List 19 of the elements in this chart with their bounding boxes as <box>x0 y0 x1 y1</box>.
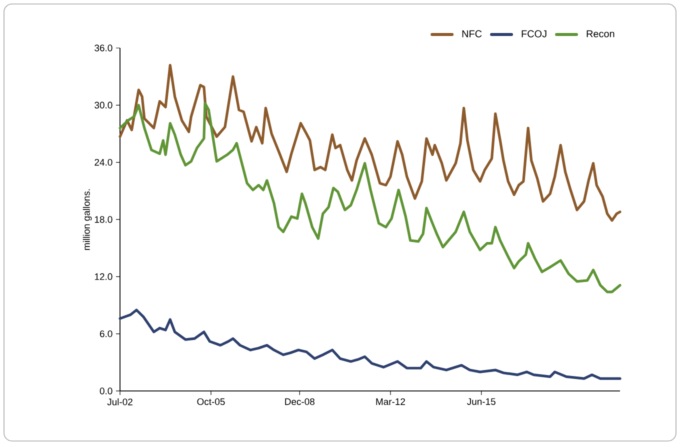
y-tick-label: 18.0 <box>94 216 112 223</box>
y-tick-label: 30.0 <box>94 102 112 109</box>
x-tick-label: Jul-02 <box>107 398 132 406</box>
x-tick-label: Mar-12 <box>376 398 405 406</box>
line-series <box>118 308 622 380</box>
x-tick-label: Dec-08 <box>285 398 314 406</box>
x-tick-label: Jun-15 <box>467 398 496 405</box>
y-tick-label: 12.0 <box>94 273 112 280</box>
legend-label: FCOJ <box>522 30 546 38</box>
y-tick-label: 36.0 <box>94 44 112 52</box>
y-tick-label: 6.0 <box>100 330 112 338</box>
legend-label: NFC <box>462 30 482 38</box>
line-series <box>118 102 622 294</box>
y-tick-label: 24.0 <box>94 158 112 166</box>
y-axis-title: million gallons. <box>82 189 92 250</box>
legend-label: Recon <box>586 30 614 38</box>
line-series <box>118 64 622 222</box>
y-tick-label: 0.0 <box>100 388 112 394</box>
x-tick-label: Oct-05 <box>197 398 225 406</box>
